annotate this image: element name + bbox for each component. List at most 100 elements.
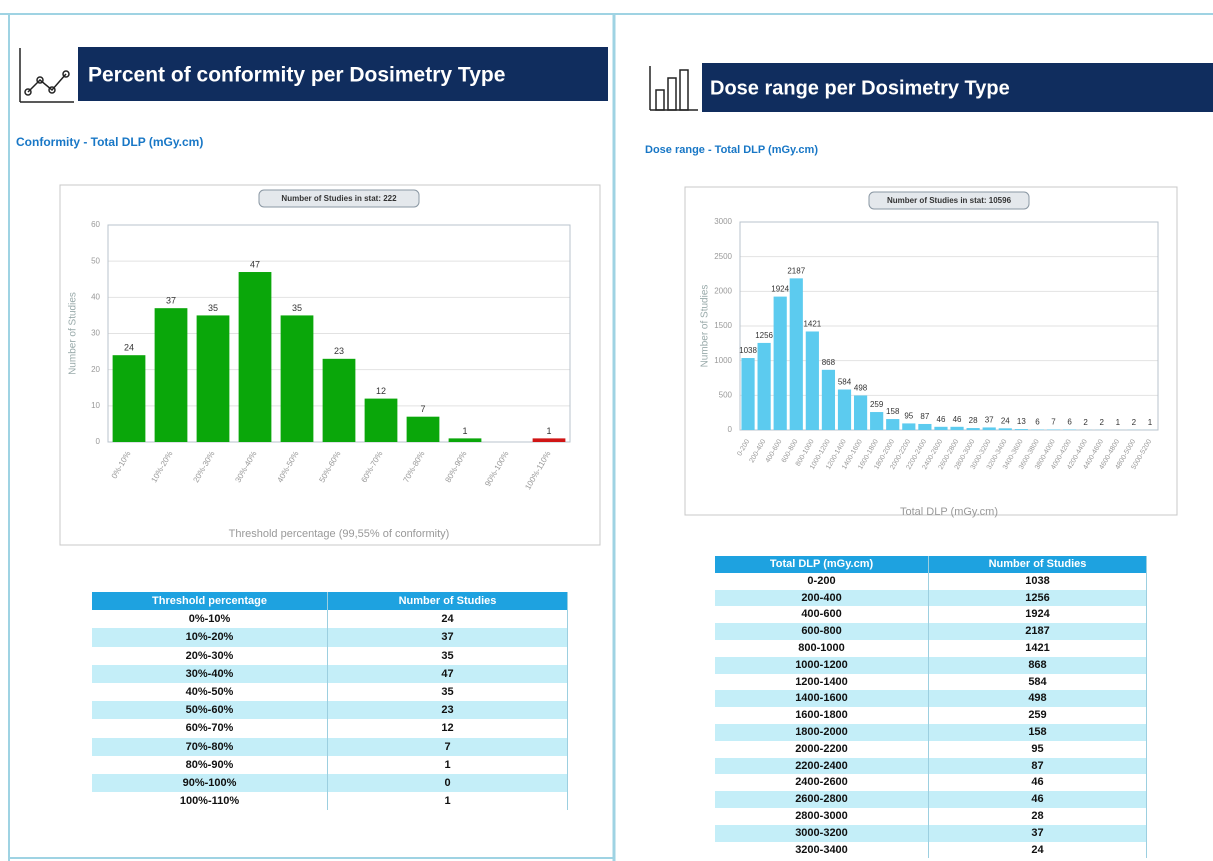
value-label: 2 [1132, 418, 1137, 427]
table-cell: 1 [328, 755, 568, 774]
bar [853, 395, 868, 430]
value-label: 1924 [771, 285, 789, 294]
table-header-cell: Total DLP (mGy.cm) [715, 556, 929, 573]
y-tick-label: 60 [91, 220, 100, 229]
table-cell: 400-600 [715, 606, 929, 624]
table-cell: 95 [929, 740, 1147, 758]
panel-title: Dose range per Dosimetry Type [710, 77, 1010, 99]
table-cell: 3000-3200 [715, 824, 929, 842]
plot-area [739, 221, 1159, 431]
table-cell: 28 [929, 808, 1147, 825]
bar [322, 358, 356, 442]
bar [805, 331, 819, 430]
table-cell: 259 [929, 707, 1147, 724]
table-cell: 2400-2600 [715, 774, 929, 792]
table-cell: 80%-90% [92, 755, 328, 774]
value-label: 46 [937, 415, 946, 424]
value-label: 87 [920, 412, 929, 421]
value-label: 7 [420, 404, 425, 414]
table-cell: 0 [328, 774, 568, 793]
table-cell: 600-800 [715, 623, 929, 640]
bar [532, 438, 566, 442]
value-label: 1421 [803, 320, 821, 329]
table-cell: 7 [328, 737, 568, 756]
table-cell: 498 [929, 690, 1147, 708]
x-axis-label: Threshold percentage (99,55% of conformi… [229, 528, 450, 540]
table-cell: 10%-20% [92, 628, 328, 647]
value-label: 35 [292, 303, 302, 313]
bar [448, 438, 482, 442]
bar [821, 369, 836, 430]
table-cell: 60%-70% [92, 719, 328, 738]
value-label: 24 [1001, 416, 1010, 425]
badge [258, 189, 420, 208]
table-cell: 2187 [929, 623, 1147, 640]
value-label: 7 [1051, 418, 1056, 427]
bar-chart-icon [649, 66, 698, 111]
y-tick-label: 500 [719, 390, 733, 399]
table-cell: 35 [328, 646, 568, 665]
badge-text: Number of Studies in stat: 222 [281, 194, 397, 203]
y-tick-label: 1500 [714, 321, 732, 330]
value-label: 158 [886, 407, 900, 416]
bar [196, 315, 230, 442]
y-tick-label: 40 [91, 292, 100, 301]
table-cell: 1400-1600 [715, 690, 929, 708]
table-cell: 1200-1400 [715, 673, 929, 691]
value-label: 6 [1067, 418, 1072, 427]
bar [757, 342, 771, 430]
value-label: 95 [904, 412, 913, 421]
x-axis-label: Total DLP (mGy.cm) [900, 506, 998, 518]
bar [934, 426, 948, 430]
table-cell: 100%-110% [92, 792, 328, 811]
value-label: 1256 [755, 331, 773, 340]
table-cell: 1924 [929, 606, 1147, 624]
table-cell: 87 [929, 757, 1147, 775]
table-cell: 0%-10% [92, 610, 328, 629]
value-label: 12 [376, 386, 386, 396]
value-label: 584 [838, 378, 852, 387]
y-tick-label: 30 [91, 329, 100, 338]
table-cell: 868 [929, 656, 1147, 674]
table-cell: 800-1000 [715, 640, 929, 657]
panel-title: Percent of conformity per Dosimetry Type [88, 64, 505, 87]
value-label: 1038 [739, 346, 757, 355]
table-cell: 30%-40% [92, 664, 328, 683]
table-cell: 2000-2200 [715, 740, 929, 758]
value-label: 37 [985, 416, 994, 425]
value-label: 13 [1017, 417, 1026, 426]
value-label: 46 [953, 415, 962, 424]
value-label: 6 [1035, 418, 1040, 427]
value-label: 1 [546, 426, 551, 436]
table-cell: 2600-2800 [715, 791, 929, 808]
y-tick-label: 3000 [714, 217, 732, 226]
line-chart-icon [19, 48, 74, 103]
value-label: 28 [969, 416, 978, 425]
y-tick-label: 2500 [714, 252, 732, 261]
table-cell: 1 [328, 792, 568, 811]
bar [773, 296, 787, 430]
table-cell: 1421 [929, 640, 1147, 657]
panel-subtitle: Dose range - Total DLP (mGy.cm) [645, 144, 818, 156]
value-label: 23 [334, 346, 344, 356]
value-label: 1 [1148, 418, 1153, 427]
value-label: 24 [124, 343, 134, 353]
bar [950, 426, 964, 430]
table-cell: 584 [929, 673, 1147, 691]
table-cell: 1038 [929, 572, 1147, 590]
table-cell: 1256 [929, 589, 1147, 607]
value-label: 1 [1116, 418, 1121, 427]
header-bar [702, 63, 1213, 112]
value-label: 2 [1083, 418, 1088, 427]
table-cell: 158 [929, 724, 1147, 741]
table-cell: 23 [328, 701, 568, 720]
value-label: 47 [250, 259, 260, 269]
table-header-cell: Threshold percentage [92, 592, 328, 611]
bar [870, 412, 884, 430]
table-cell: 1000-1200 [715, 656, 929, 674]
bar [406, 416, 440, 442]
table-cell: 1600-1800 [715, 707, 929, 724]
table-cell: 37 [929, 824, 1147, 842]
